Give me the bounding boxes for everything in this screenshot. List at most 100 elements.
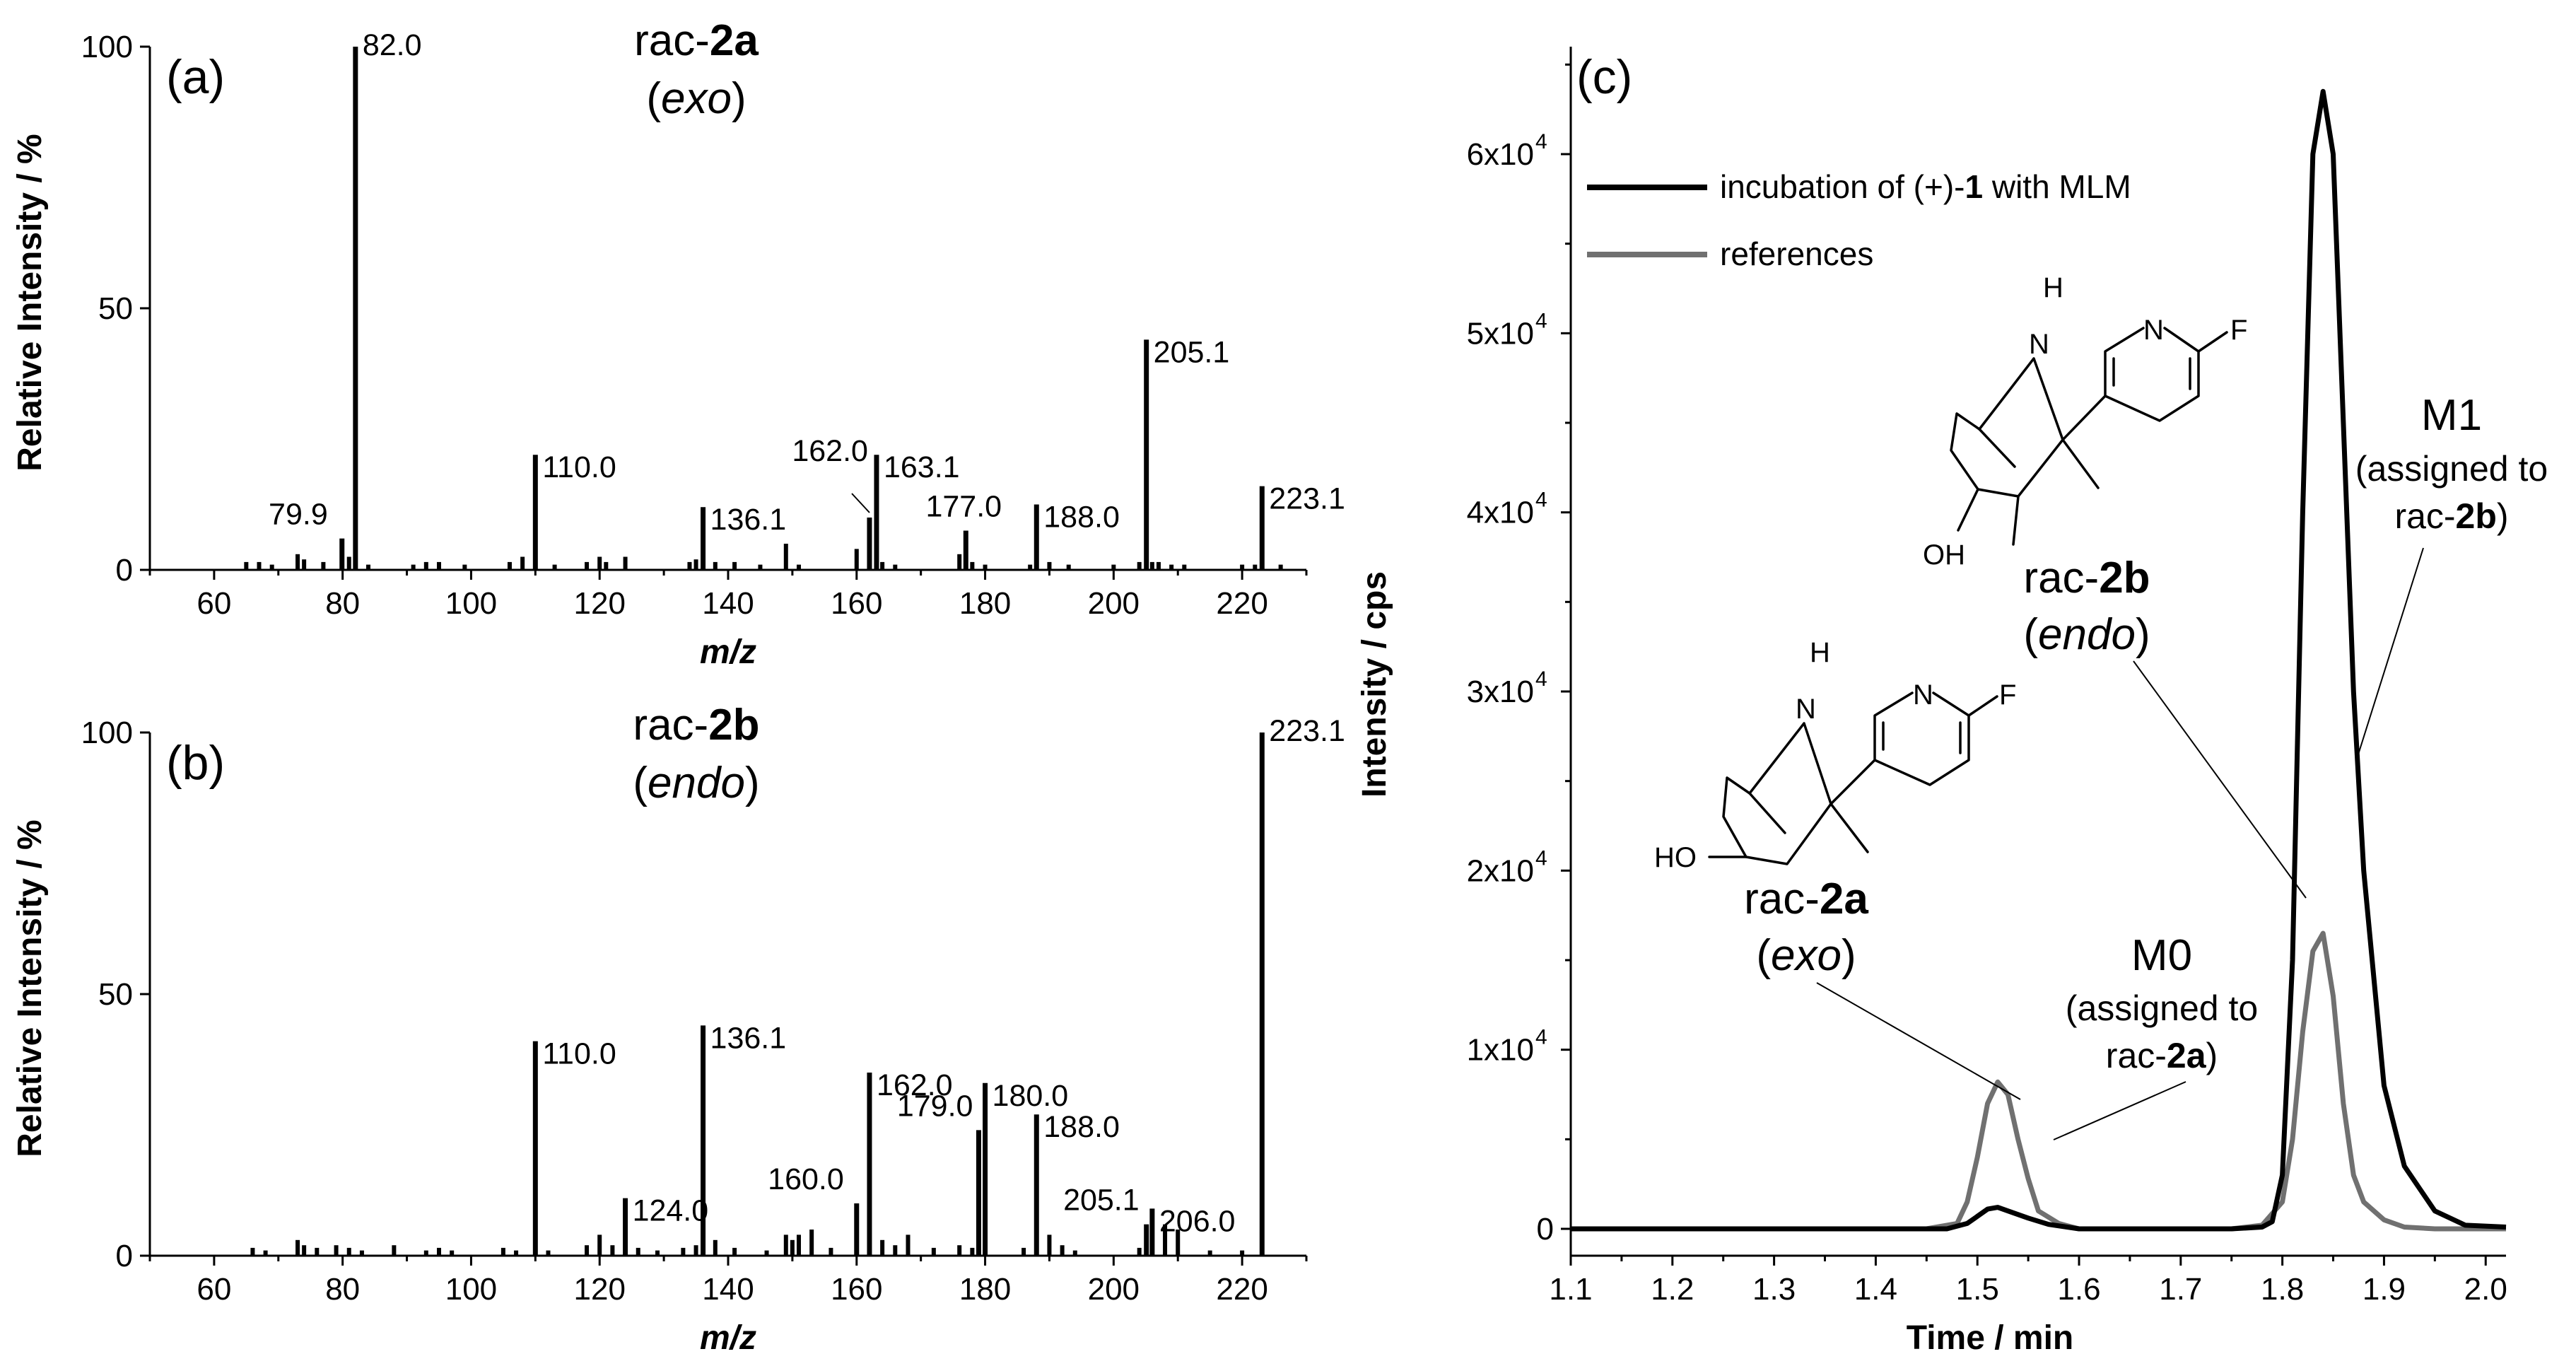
b-peak-label-162.0: 162.0 xyxy=(877,1068,953,1102)
2b-aryl-bond xyxy=(2061,395,2107,441)
leader-a-162 xyxy=(851,493,870,513)
m1-assigned: (assigned to xyxy=(2355,449,2548,489)
b-peak-label-180.0: 180.0 xyxy=(993,1079,1069,1113)
a-peak-label-136.1: 136.1 xyxy=(710,503,787,537)
c-x-tick-label: 1.6 xyxy=(2057,1272,2100,1307)
legend-label-reference: references xyxy=(1720,235,1873,272)
rac-2a-leader xyxy=(1816,982,2021,1100)
c-y-tick-label: 4x10 xyxy=(1467,496,1534,530)
panel-c-letter: (c) xyxy=(1576,50,1632,104)
b-x-tick-label: 180 xyxy=(959,1272,1011,1307)
rac-2b-leader xyxy=(2133,660,2307,899)
series-line-sample xyxy=(1571,88,2507,1232)
2a-hydroxyl: HO xyxy=(1654,842,1697,873)
2b-ring xyxy=(1950,412,2100,498)
rac-2a-config: (exo) xyxy=(1756,931,1856,980)
panel-b-title: rac-2b xyxy=(633,701,759,749)
m0-leader xyxy=(2053,1081,2186,1140)
2b-ring-lower xyxy=(1978,428,2016,468)
2b-oh-bond xyxy=(1957,488,2020,546)
panel-b-letter: (b) xyxy=(166,736,225,790)
c-x-tick-label: 1.2 xyxy=(1651,1272,1694,1307)
2a-fluorine: F xyxy=(1999,679,2016,711)
c-y-tick-label: 6x10 xyxy=(1467,137,1534,172)
b-peak-label-136.1: 136.1 xyxy=(710,1021,787,1055)
b-y-tick-label: 50 xyxy=(98,977,133,1012)
panel-a-subtitle: (exo) xyxy=(646,74,746,123)
2b-amine-h: H xyxy=(2043,272,2063,303)
a-y-tick-label: 50 xyxy=(98,291,133,326)
a-x-tick-label: 60 xyxy=(197,586,231,621)
m1-compound: rac-2b) xyxy=(2394,496,2508,536)
c-x-tick-label: 1.7 xyxy=(2159,1272,2202,1307)
c-x-tick-label: 1.5 xyxy=(1956,1272,1999,1307)
annotation-rac-2a: rac-2a (exo) xyxy=(1744,875,2021,1100)
b-x-tick-label: 220 xyxy=(1216,1272,1267,1307)
legend-label-sample: incubation of (+)-1 with MLM xyxy=(1720,168,2131,205)
m1-leader xyxy=(2357,547,2424,757)
a-y-tick-label: 0 xyxy=(116,553,133,588)
2b-bridge xyxy=(1978,357,2064,441)
panel-b-subtitle: (endo) xyxy=(633,759,759,807)
2b-hydroxyl: OH xyxy=(1923,539,1965,571)
b-peak-label-110.0: 110.0 xyxy=(542,1037,616,1071)
2a-amine-n: N xyxy=(1796,694,1816,725)
panel-a-plot: 60 80 100 120 140 160 180 200 220 0 50 100 79.9 82.0 1… xyxy=(81,28,1345,621)
panel-a-xlabel: m/z xyxy=(700,634,756,671)
m0-compound: rac-2a) xyxy=(2106,1036,2218,1075)
a-peak-label-79.9: 79.9 xyxy=(269,498,328,532)
b-x-tick-label: 120 xyxy=(574,1272,626,1307)
b-peak-label-124.0: 124.0 xyxy=(633,1194,709,1228)
b-peak-label-206.0: 206.0 xyxy=(1159,1204,1236,1238)
a-y-tick-label: 100 xyxy=(81,30,133,64)
2b-amine-n: N xyxy=(2029,329,2049,360)
c-y-tick-exponent: 4 xyxy=(1535,667,1547,691)
a-peak-label-163.1: 163.1 xyxy=(884,450,960,484)
c-y-tick-label: 3x10 xyxy=(1467,675,1534,709)
a-x-tick-label: 220 xyxy=(1216,586,1267,621)
c-y-tick-label: 1x10 xyxy=(1467,1033,1534,1068)
b-peak-label-179.0: 179.0 xyxy=(897,1089,973,1123)
c-y-tick-exponent: 4 xyxy=(1535,846,1547,870)
c-y-tick-exponent: 4 xyxy=(1535,489,1547,512)
c-x-tick-label: 1.9 xyxy=(2363,1272,2406,1307)
panel-a-ylabel: Relative Intensity / % xyxy=(11,134,49,472)
a-peak-label-205.1: 205.1 xyxy=(1154,335,1230,369)
c-x-tick-label: 2.0 xyxy=(2464,1272,2507,1307)
a-x-tick-label: 180 xyxy=(959,586,1011,621)
c-x-tick-label: 1.4 xyxy=(1854,1272,1897,1307)
panel-a-title: rac-2a xyxy=(634,16,759,65)
c-x-tick-label: 1.3 xyxy=(1752,1272,1796,1307)
b-x-tick-label: 160 xyxy=(831,1272,882,1307)
annotation-rac-2b: rac-2b (endo) xyxy=(2023,554,2307,899)
b-x-tick-label: 200 xyxy=(1088,1272,1140,1307)
2a-pyridine xyxy=(1873,691,1998,786)
b-x-tick-label: 140 xyxy=(702,1272,754,1307)
b-x-tick-label: 60 xyxy=(197,1272,231,1307)
rac-2a-label: rac-2a xyxy=(1744,875,1868,923)
a-x-tick-label: 160 xyxy=(831,586,882,621)
panel-b-plot: 60 80 100 120 140 160 180 200 220 0 50 100 110.0 124.… xyxy=(81,714,1345,1307)
a-peak-label-110.0: 110.0 xyxy=(542,450,616,484)
a-x-tick-label: 80 xyxy=(325,586,360,621)
ms-panel-b: (b) rac-2b (endo) Relative Intensity / %… xyxy=(11,701,1345,1357)
a-peak-label-223.1: 223.1 xyxy=(1269,482,1345,516)
2a-ring xyxy=(1722,776,1869,865)
annotation-m1: M1 (assigned to rac-2b) xyxy=(2355,391,2548,757)
annotation-m0: M0 (assigned to rac-2a) xyxy=(2053,931,2258,1140)
2a-amine-h: H xyxy=(1810,637,1830,668)
a-x-tick-label: 200 xyxy=(1088,586,1140,621)
c-y-tick-label: 5x10 xyxy=(1467,316,1534,351)
m1-label: M1 xyxy=(2421,391,2482,440)
c-x-tick-label: 1.8 xyxy=(2261,1272,2304,1307)
b-y-tick-label: 100 xyxy=(81,716,133,750)
rac-2b-config: (endo) xyxy=(2023,610,2150,659)
chromatogram-panel-c: (c) Intensity / cps Time / min incubatio… xyxy=(1356,47,2548,1357)
series-line-reference xyxy=(1571,930,2506,1232)
2b-fluorine: F xyxy=(2230,315,2247,346)
c-y-tick-exponent: 4 xyxy=(1535,130,1547,153)
a-x-tick-label: 140 xyxy=(702,586,754,621)
c-x-tick-label: 1.1 xyxy=(1549,1272,1592,1307)
b-x-tick-label: 80 xyxy=(325,1272,360,1307)
